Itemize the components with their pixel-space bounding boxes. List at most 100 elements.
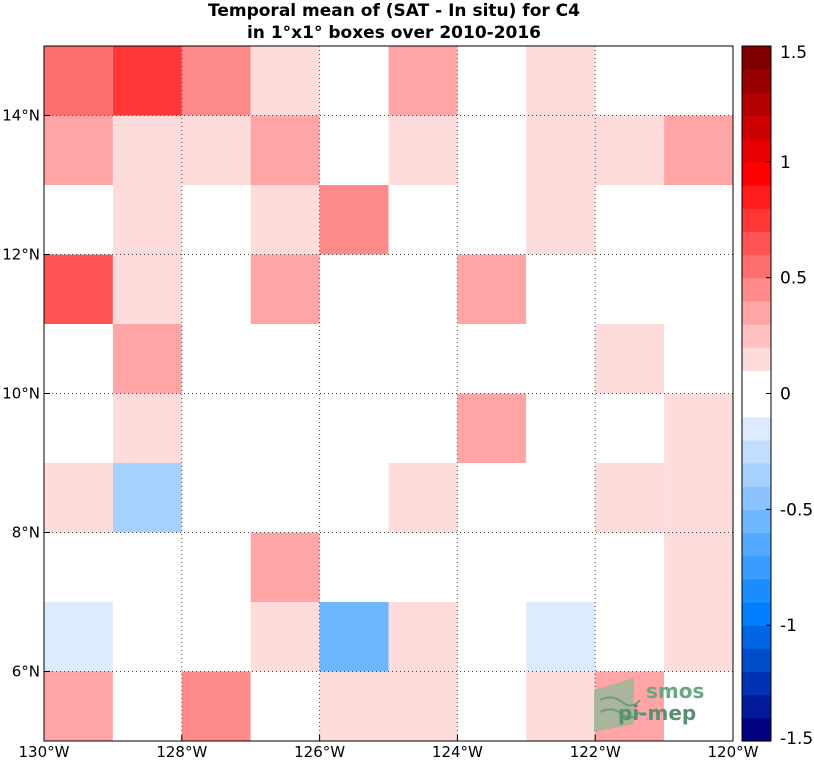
heatmap-cell bbox=[112, 393, 182, 463]
heatmap-cells bbox=[44, 46, 733, 741]
heatmap-cell bbox=[388, 46, 458, 116]
heatmap-cell bbox=[664, 602, 733, 672]
logo-line-1: smos bbox=[646, 679, 704, 703]
colorbar-tick-label: 1.5 bbox=[780, 43, 807, 63]
y-tick-label: 6°N bbox=[12, 663, 40, 681]
heatmap-cell bbox=[664, 671, 733, 741]
heatmap-cell bbox=[526, 671, 596, 741]
heatmap-cell bbox=[664, 393, 733, 463]
logo-line-2: pi-mep bbox=[618, 701, 696, 725]
y-tick-label: 14°N bbox=[2, 107, 40, 125]
heatmap-cell bbox=[319, 463, 389, 533]
colorbar-bin bbox=[742, 138, 771, 163]
heatmap-cell bbox=[44, 185, 113, 255]
heatmap-cell bbox=[181, 324, 251, 394]
heatmap-cell bbox=[112, 185, 182, 255]
heatmap-cell bbox=[44, 115, 113, 185]
heatmap-cell bbox=[112, 532, 182, 602]
heatmap-cell bbox=[388, 463, 458, 533]
heatmap-cell bbox=[181, 532, 251, 602]
heatmap-cell bbox=[44, 532, 113, 602]
heatmap-cell bbox=[526, 254, 596, 324]
heatmap-cell bbox=[388, 115, 458, 185]
heatmap-cell bbox=[457, 463, 527, 533]
colorbar-tick-label: 0 bbox=[780, 385, 791, 405]
heatmap-cell bbox=[526, 115, 596, 185]
heatmap-cell bbox=[664, 185, 733, 255]
y-tick-label: 8°N bbox=[12, 524, 40, 542]
colorbar-tick-label: 0.5 bbox=[780, 269, 807, 289]
y-tick-label: 12°N bbox=[2, 246, 40, 264]
heatmap-cell bbox=[112, 115, 182, 185]
chart-title-line-2: in 1°x1° boxes over 2010-2016 bbox=[247, 23, 541, 43]
heatmap-cell bbox=[595, 46, 665, 116]
colorbar-bin bbox=[742, 347, 771, 371]
heatmap-cell bbox=[595, 115, 665, 185]
heatmap-cell bbox=[319, 671, 389, 741]
heatmap-cell bbox=[319, 602, 389, 672]
colorbar-bin bbox=[742, 185, 771, 209]
colorbar-bin bbox=[742, 694, 771, 719]
colorbar-bin bbox=[742, 324, 771, 348]
heatmap-cell bbox=[44, 393, 113, 463]
colorbar-bin bbox=[742, 463, 771, 487]
y-tick-label: 10°N bbox=[2, 385, 40, 403]
heatmap-cell bbox=[526, 393, 596, 463]
y-axis-ticks: 6°N 8°N 10°N 12°N 14°N bbox=[2, 107, 50, 681]
heatmap-cell bbox=[595, 324, 665, 394]
heatmap-cell bbox=[319, 46, 389, 116]
heatmap-cell bbox=[526, 463, 596, 533]
heatmap-cell bbox=[595, 185, 665, 255]
colorbar-tick-label: -1 bbox=[780, 616, 797, 636]
heatmap-cell bbox=[250, 671, 320, 741]
colorbar-bin bbox=[742, 625, 771, 649]
heatmap-cell bbox=[319, 254, 389, 324]
heatmap-cell bbox=[112, 602, 182, 672]
heatmap-cell bbox=[181, 46, 251, 116]
heatmap-cell bbox=[250, 254, 320, 324]
x-axis-ticks: 130°W 128°W 126°W 124°W 122°W 120°W bbox=[19, 735, 759, 760]
heatmap-cell bbox=[319, 393, 389, 463]
logo-mark-icon bbox=[594, 678, 641, 732]
smos-pimep-logo: smos pi-mep bbox=[594, 678, 704, 732]
heatmap-cell bbox=[526, 324, 596, 394]
heatmap-cell bbox=[44, 602, 113, 672]
heatmap-cell bbox=[112, 324, 182, 394]
x-tick-label: 124°W bbox=[432, 743, 483, 760]
colorbar-bin bbox=[742, 648, 771, 673]
heatmap-cell bbox=[112, 463, 182, 533]
colorbar-tick-label: 1 bbox=[780, 153, 791, 173]
heatmap-cell bbox=[388, 532, 458, 602]
heatmap-cell bbox=[457, 393, 527, 463]
colorbar-bin bbox=[742, 161, 771, 186]
heatmap-cell bbox=[595, 254, 665, 324]
heatmap-cell bbox=[388, 602, 458, 672]
heatmap-cell bbox=[595, 393, 665, 463]
heatmap-cell bbox=[181, 393, 251, 463]
heatmap-cell bbox=[181, 602, 251, 672]
heatmap-cell bbox=[457, 602, 527, 672]
colorbar-bin bbox=[742, 300, 771, 325]
heatmap-cell bbox=[44, 46, 113, 116]
heatmap-cell bbox=[250, 463, 320, 533]
colorbar-bin bbox=[742, 439, 771, 464]
heatmap-cell bbox=[526, 46, 596, 116]
heatmap-cell bbox=[526, 185, 596, 255]
chart-title-line-1: Temporal mean of (SAT - In situ) for C4 bbox=[208, 1, 580, 21]
x-tick-label: 126°W bbox=[294, 743, 345, 760]
heatmap-cell bbox=[388, 393, 458, 463]
colorbar-bin bbox=[742, 277, 771, 302]
heatmap-cell bbox=[664, 532, 733, 602]
heatmap-cell bbox=[250, 532, 320, 602]
heatmap-cell bbox=[250, 602, 320, 672]
heatmap-cell bbox=[250, 115, 320, 185]
heatmap-cell bbox=[457, 185, 527, 255]
colorbar-bin bbox=[742, 393, 771, 418]
heatmap-cell bbox=[44, 463, 113, 533]
heatmap-cell bbox=[388, 324, 458, 394]
heatmap-cell bbox=[319, 532, 389, 602]
heatmap-cell bbox=[388, 185, 458, 255]
heatmap-cell bbox=[250, 46, 320, 116]
heatmap-cell bbox=[181, 115, 251, 185]
